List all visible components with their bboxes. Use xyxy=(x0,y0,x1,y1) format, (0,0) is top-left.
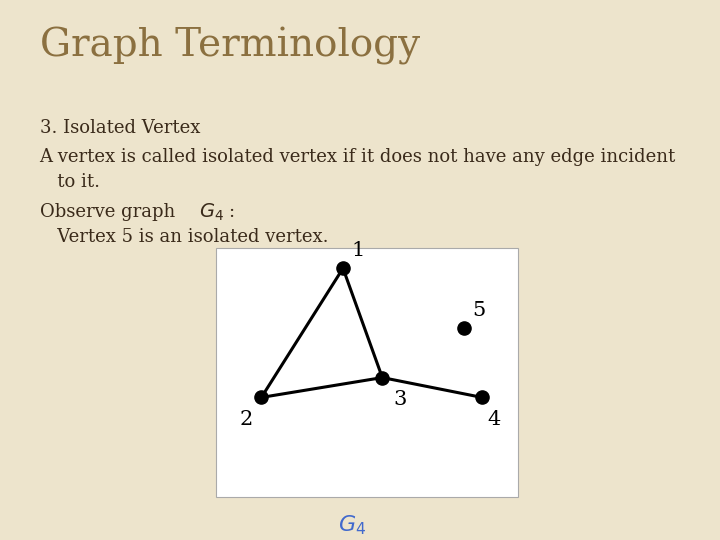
Text: Observe graph: Observe graph xyxy=(40,202,181,220)
Text: 5: 5 xyxy=(472,301,486,320)
Text: Vertex 5 is an isolated vertex.: Vertex 5 is an isolated vertex. xyxy=(40,228,328,246)
Text: 4: 4 xyxy=(487,410,501,429)
Text: to it.: to it. xyxy=(40,173,99,191)
Text: 2: 2 xyxy=(240,410,253,429)
Text: $G_4$: $G_4$ xyxy=(199,201,225,222)
Point xyxy=(458,323,469,332)
Text: $G_4$: $G_4$ xyxy=(338,513,366,537)
Point xyxy=(337,264,348,273)
Text: A vertex is called isolated vertex if it does not have any edge incident: A vertex is called isolated vertex if it… xyxy=(40,148,676,166)
Point xyxy=(377,373,388,382)
Text: 3. Isolated Vertex: 3. Isolated Vertex xyxy=(40,119,200,137)
Point xyxy=(256,393,267,402)
Text: :: : xyxy=(228,202,235,220)
Text: 3: 3 xyxy=(394,390,407,409)
Text: 1: 1 xyxy=(351,241,365,260)
Text: Graph Terminology: Graph Terminology xyxy=(40,27,420,65)
Point xyxy=(477,393,488,402)
Bar xyxy=(216,248,518,497)
